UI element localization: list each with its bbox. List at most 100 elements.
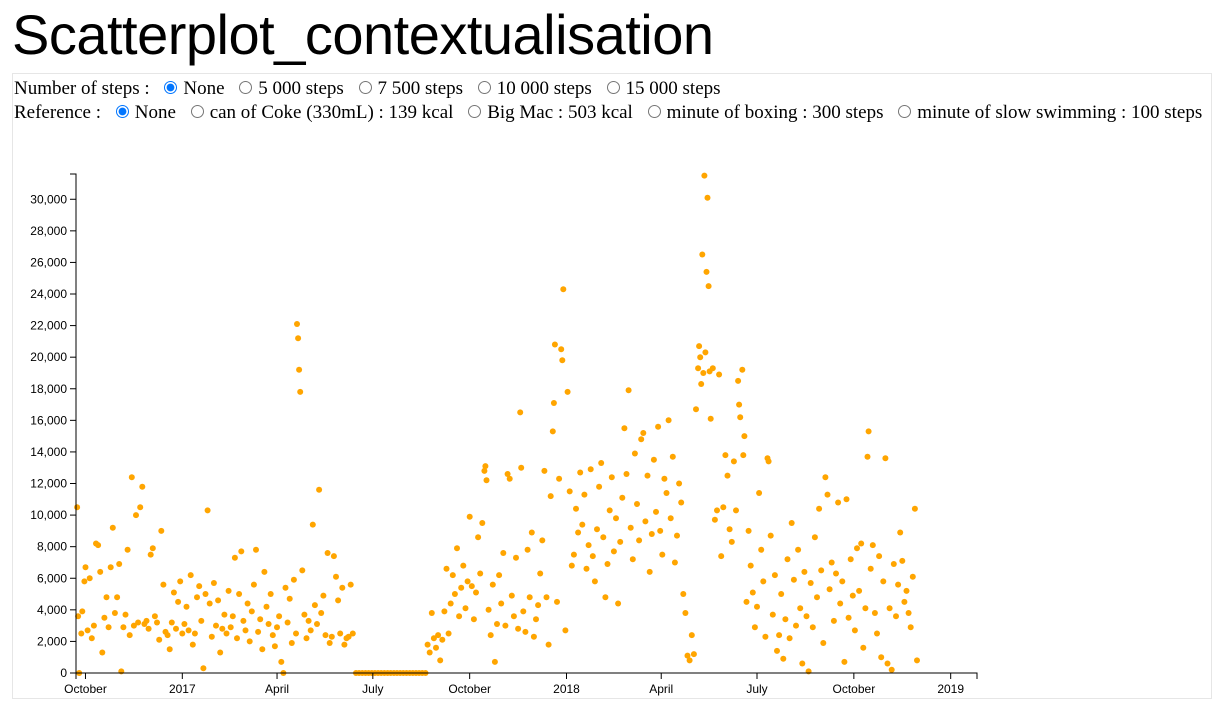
reference-option-label: can of Coke (330mL) : 139 kcal [209,102,454,123]
data-point [282,584,289,591]
data-point [646,568,653,575]
data-point [259,646,266,653]
reference-option-swimming[interactable]: minute of slow swimming : 100 steps [888,102,1202,123]
data-point [869,542,876,549]
data-point [345,633,352,640]
data-point [290,576,297,583]
data-point [659,551,666,558]
data-point [470,616,477,623]
data-point [623,471,630,477]
data-point [695,365,702,372]
data-point [600,534,607,541]
data-point [520,608,527,615]
data-point [307,627,314,634]
data-point [114,594,121,601]
data-point [655,423,662,430]
steps-option-7500[interactable]: 7 500 steps [349,78,464,99]
steps-radio-15000[interactable] [606,81,620,94]
steps-option-label: None [183,78,225,99]
data-point [194,594,200,601]
data-point [456,613,463,620]
reference-radio-none[interactable] [115,105,129,118]
reference-radio-swimming[interactable] [898,105,912,118]
data-point [893,613,899,620]
data-point [477,570,484,577]
steps-radio-5000[interactable] [239,81,253,94]
y-tick-label: 0 [60,666,67,680]
data-point [491,658,498,665]
steps-option-10000[interactable]: 10 000 steps [468,78,592,99]
data-point [541,467,548,474]
data-point [858,540,865,547]
x-tick: October [448,673,491,696]
data-point [903,587,910,594]
reference-option-boxing[interactable]: minute of boxing : 300 steps [638,102,884,123]
data-point [843,496,850,503]
data-point [441,608,448,615]
data-point [301,611,308,618]
data-point [803,613,810,620]
data-point [261,568,268,575]
y-tick: 28,000 [30,224,76,238]
data-point [545,641,552,648]
x-tick: October [833,673,875,696]
steps-option-none[interactable]: None [154,78,225,99]
data-point [208,633,215,640]
reference-radio-boxing[interactable] [647,105,661,118]
data-point [430,635,437,642]
data-point [602,594,609,601]
data-point [122,611,129,618]
data-point [349,630,356,637]
data-point [634,501,640,507]
data-point [911,505,918,512]
data-point [244,600,251,607]
data-point [498,600,505,607]
reference-option-bigmac[interactable]: Big Mac : 503 kcal [458,102,633,123]
data-point [149,545,156,552]
data-point [564,388,571,395]
reference-radio-coke[interactable] [190,105,204,118]
data-point [225,587,232,594]
steps-option-15000[interactable]: 15 000 steps [597,78,721,99]
data-point [678,499,685,506]
data-point [231,554,238,561]
steps-radio-10000[interactable] [477,81,491,94]
data-point [246,638,253,645]
x-tick-label: April [265,682,289,696]
data-point [901,598,908,605]
steps-option-5000[interactable]: 5 000 steps [229,78,344,99]
data-point [631,450,638,457]
data-point [173,625,179,632]
steps-radio-none[interactable] [164,81,178,94]
data-point [539,537,546,544]
data-point [253,546,259,553]
data-point [299,567,306,574]
data-point [257,616,264,623]
reference-option-coke[interactable]: can of Coke (330mL) : 139 kcal [181,102,454,123]
steps-option-label: 7 500 steps [377,78,464,99]
data-point [615,600,622,607]
data-point [316,486,323,493]
data-point [604,561,611,567]
data-point [311,602,318,609]
data-point [784,556,791,563]
data-point [558,346,565,353]
data-point [320,592,327,599]
scatter-chart: 0 2,000 4,000 6,000 8,000 10,000 12,000 14,000 1… [30,172,978,696]
data-point [204,507,211,514]
reference-option-none[interactable]: None [106,102,176,123]
data-point [837,600,844,607]
data-point [909,573,916,580]
data-point [698,381,705,387]
steps-radio-7500[interactable] [358,81,372,94]
data-point [895,581,902,588]
data-point [740,452,747,459]
data-point [160,581,167,588]
data-point [688,632,695,639]
reference-radio-bigmac[interactable] [468,105,482,118]
data-point [139,483,146,490]
data-point [722,452,729,459]
y-tick: 8,000 [37,540,76,554]
data-point [767,532,774,539]
data-point [888,666,895,673]
